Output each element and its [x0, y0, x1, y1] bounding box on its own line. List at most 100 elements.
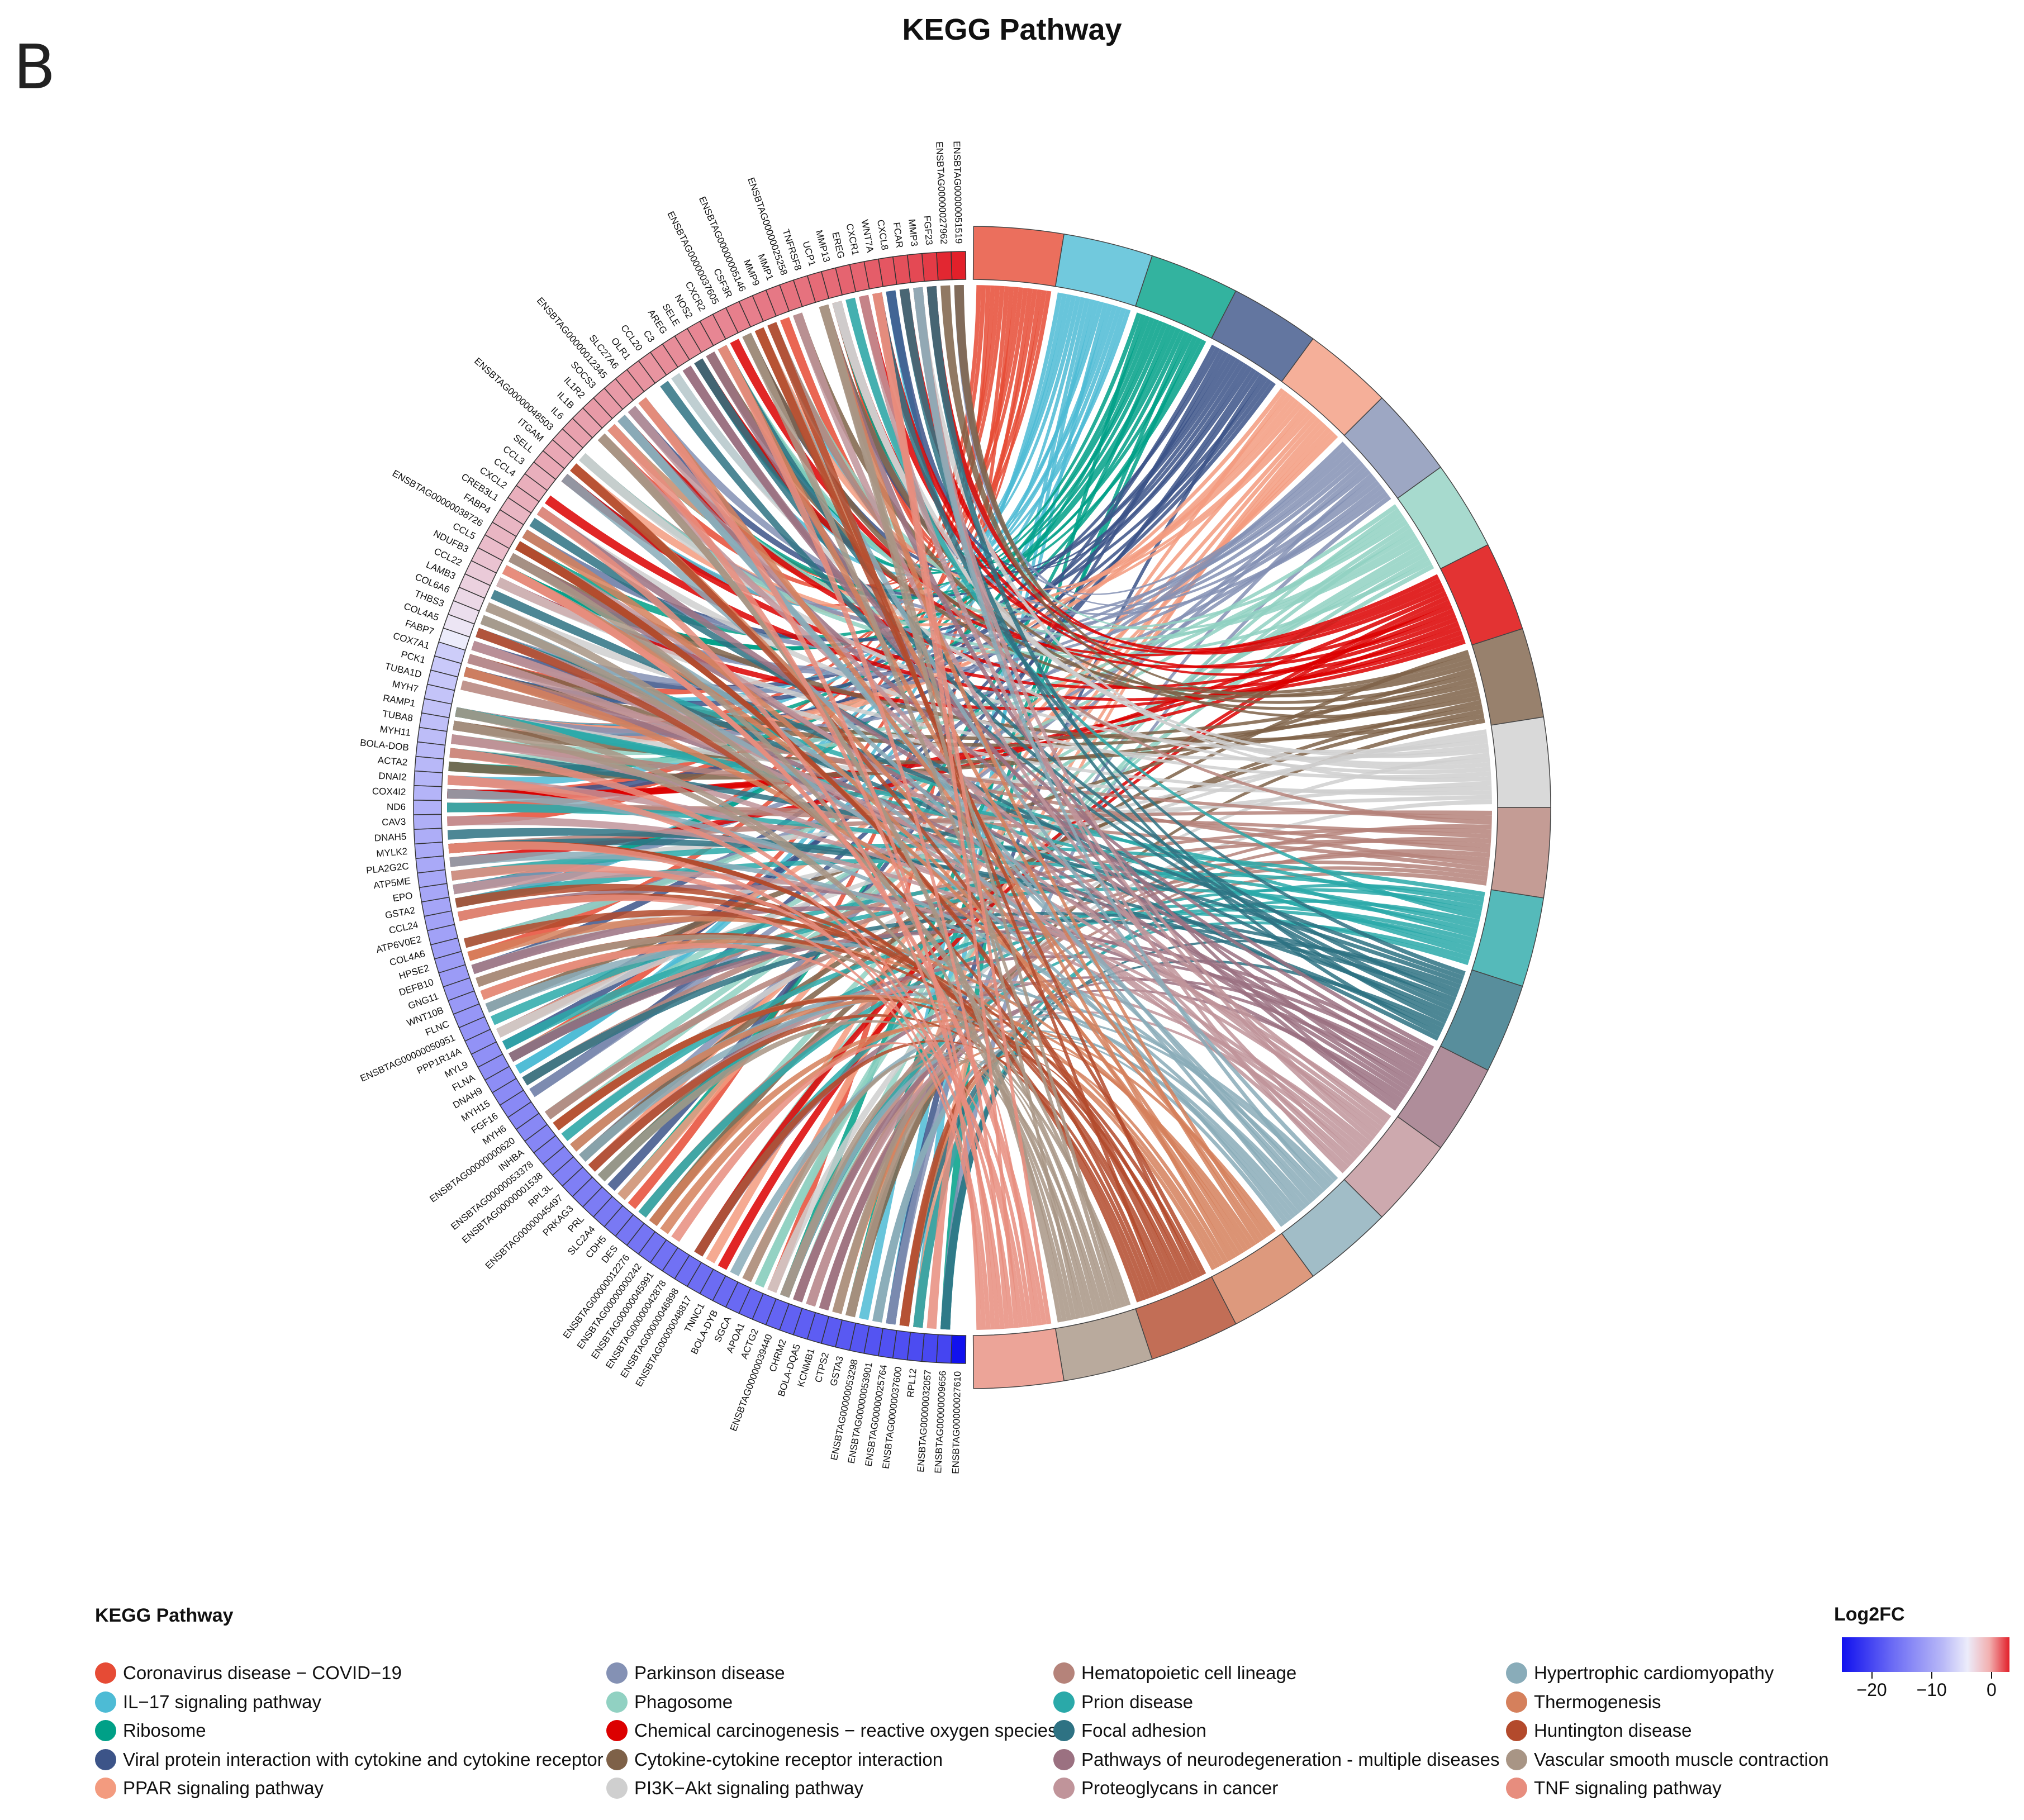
gene-label: TUBA8 [382, 709, 414, 724]
legend-item: Pathways of neurodegeneration - multiple… [1053, 1748, 1500, 1770]
scale-tick [1931, 1672, 1932, 1679]
gene-label: ENSBTAG00000027962 [934, 141, 949, 245]
legend-label: Focal adhesion [1081, 1720, 1206, 1741]
legend-label: Hypertrophic cardiomyopathy [1534, 1662, 1774, 1683]
legend-label: Chemical carcinogenesis − reactive oxyge… [634, 1720, 1057, 1741]
legend-item: Parkinson disease [606, 1662, 785, 1684]
legend-label: Viral protein interaction with cytokine … [123, 1748, 604, 1770]
pathway-segment [1490, 807, 1551, 899]
gene-segment [413, 800, 442, 815]
legend-item: Phagosome [606, 1691, 733, 1713]
legend-swatch [1506, 1778, 1527, 1799]
legend-item: Chemical carcinogenesis − reactive oxyge… [606, 1720, 1057, 1741]
legend-swatch [95, 1720, 116, 1741]
gene-label: EPO [392, 890, 413, 904]
gene-label: WNT7A [859, 218, 876, 254]
legend-swatch [95, 1691, 116, 1713]
legend-label: Huntington disease [1534, 1720, 1692, 1741]
chord-ribbon [450, 734, 1491, 853]
legend-label: Coronavirus disease − COVID−19 [123, 1662, 402, 1683]
gene-label: CXCR1 [844, 222, 861, 256]
chord-ribbon [694, 1040, 1155, 1298]
chord-ribbon [453, 720, 1095, 1316]
chord-ribbon [455, 388, 1285, 733]
gene-segment [935, 1334, 953, 1364]
legend-label: Vascular smooth muscle contraction [1534, 1748, 1829, 1770]
legend-label: Proteoglycans in cancer [1081, 1778, 1279, 1798]
legend-label: PPAR signaling pathway [123, 1778, 324, 1798]
legend-swatch [606, 1720, 628, 1741]
scale-tick [1871, 1672, 1873, 1679]
chord-ribbon [832, 1059, 1109, 1314]
gene-label: DNAH5 [374, 831, 407, 844]
chord-ribbon [638, 397, 1359, 621]
gene-label: ENSBTAG00000009656 [933, 1370, 948, 1474]
chord-ribbon [819, 304, 1081, 1319]
gene-label: ATP5ME [373, 876, 411, 891]
legend-item: Viral protein interaction with cytokine … [95, 1748, 604, 1770]
gene-segment [414, 755, 444, 773]
chord-ribbon [754, 327, 1198, 1280]
chord-ribbon [845, 1061, 1099, 1318]
gene-segment [951, 251, 967, 281]
gene-label: CCL24 [388, 919, 419, 936]
legend-item: IL−17 signaling pathway [95, 1691, 321, 1713]
chord-ribbon [457, 884, 1403, 1103]
legend-label: Hematopoietic cell lineage [1081, 1662, 1297, 1683]
gene-label: ENSBTAG00000051519 [952, 141, 965, 244]
gene-label: FGF23 [921, 215, 934, 245]
chord-ribbon [927, 286, 1447, 1024]
chord-ribbon [588, 980, 1371, 1172]
chord-ribbon [767, 322, 1163, 1295]
pathway-legend: Coronavirus disease − COVID−19 IL−17 sign… [95, 1662, 1829, 1802]
legend-swatch [606, 1778, 628, 1799]
panel-letter: B [13, 31, 56, 103]
chord-ribbon [872, 292, 1052, 1324]
legend-swatch [1053, 1662, 1075, 1684]
legend-item: Thermogenesis [1506, 1691, 1661, 1713]
legend-item: Ribosome [95, 1720, 206, 1741]
chord-ribbon [509, 929, 1432, 1062]
legend-label: Cytokine-cytokine receptor interaction [634, 1748, 943, 1770]
legend-item: Proteoglycans in cancer [1053, 1778, 1278, 1799]
legend-swatch [1506, 1748, 1527, 1770]
chord-ribbon [742, 332, 1233, 577]
chord-ribbon [718, 345, 1233, 1262]
gene-segment [413, 770, 443, 787]
gene-segment [413, 785, 443, 801]
legend-swatch [606, 1662, 628, 1684]
legend-swatch [95, 1662, 116, 1684]
gene-label: EREG [830, 231, 847, 259]
legend-item: Hypertrophic cardiomyopathy [1506, 1662, 1774, 1684]
gene-label: ENSBTAG00000027610 [950, 1371, 963, 1474]
gene-segment [906, 1332, 925, 1362]
legend-label: Pathways of neurodegeneration - multiple… [1081, 1748, 1500, 1770]
legend-item: Coronavirus disease − COVID−19 [95, 1662, 402, 1684]
gene-segment [413, 828, 443, 845]
legend-item: PPAR signaling pathway [95, 1778, 324, 1799]
gene-label: ND6 [387, 801, 406, 812]
legend-swatch [1053, 1691, 1075, 1713]
legend-swatch [1506, 1720, 1527, 1741]
gene-label: MMP3 [906, 218, 920, 247]
chord-ribbon [450, 864, 1024, 1328]
gene-label: COX4I2 [372, 786, 406, 797]
legend-item: TNF signaling pathway [1506, 1778, 1722, 1799]
color-scale-bar [1842, 1637, 2009, 1672]
legend-swatch [95, 1748, 116, 1770]
pathway-segment [972, 226, 1065, 287]
legend-item: PI3K−Akt signaling pathway [606, 1778, 863, 1799]
scale-tick-label: −20 [1856, 1680, 1887, 1700]
legend-swatch [606, 1748, 628, 1770]
legend-swatch [1053, 1720, 1075, 1741]
gene-label: FCAR [891, 222, 905, 249]
ribbon-layer [446, 285, 1492, 1330]
gene-label: DNAI2 [378, 771, 407, 783]
gene-segment [413, 814, 443, 830]
chart-title: KEGG Pathway [902, 13, 1122, 46]
legend-title: KEGG Pathway [95, 1605, 234, 1626]
gene-label: PLA2G2C [365, 861, 409, 876]
gene-label: GSTA3 [828, 1355, 845, 1387]
gene-label: BOLA-DOB [359, 737, 409, 753]
gene-label: CAV3 [382, 816, 406, 828]
